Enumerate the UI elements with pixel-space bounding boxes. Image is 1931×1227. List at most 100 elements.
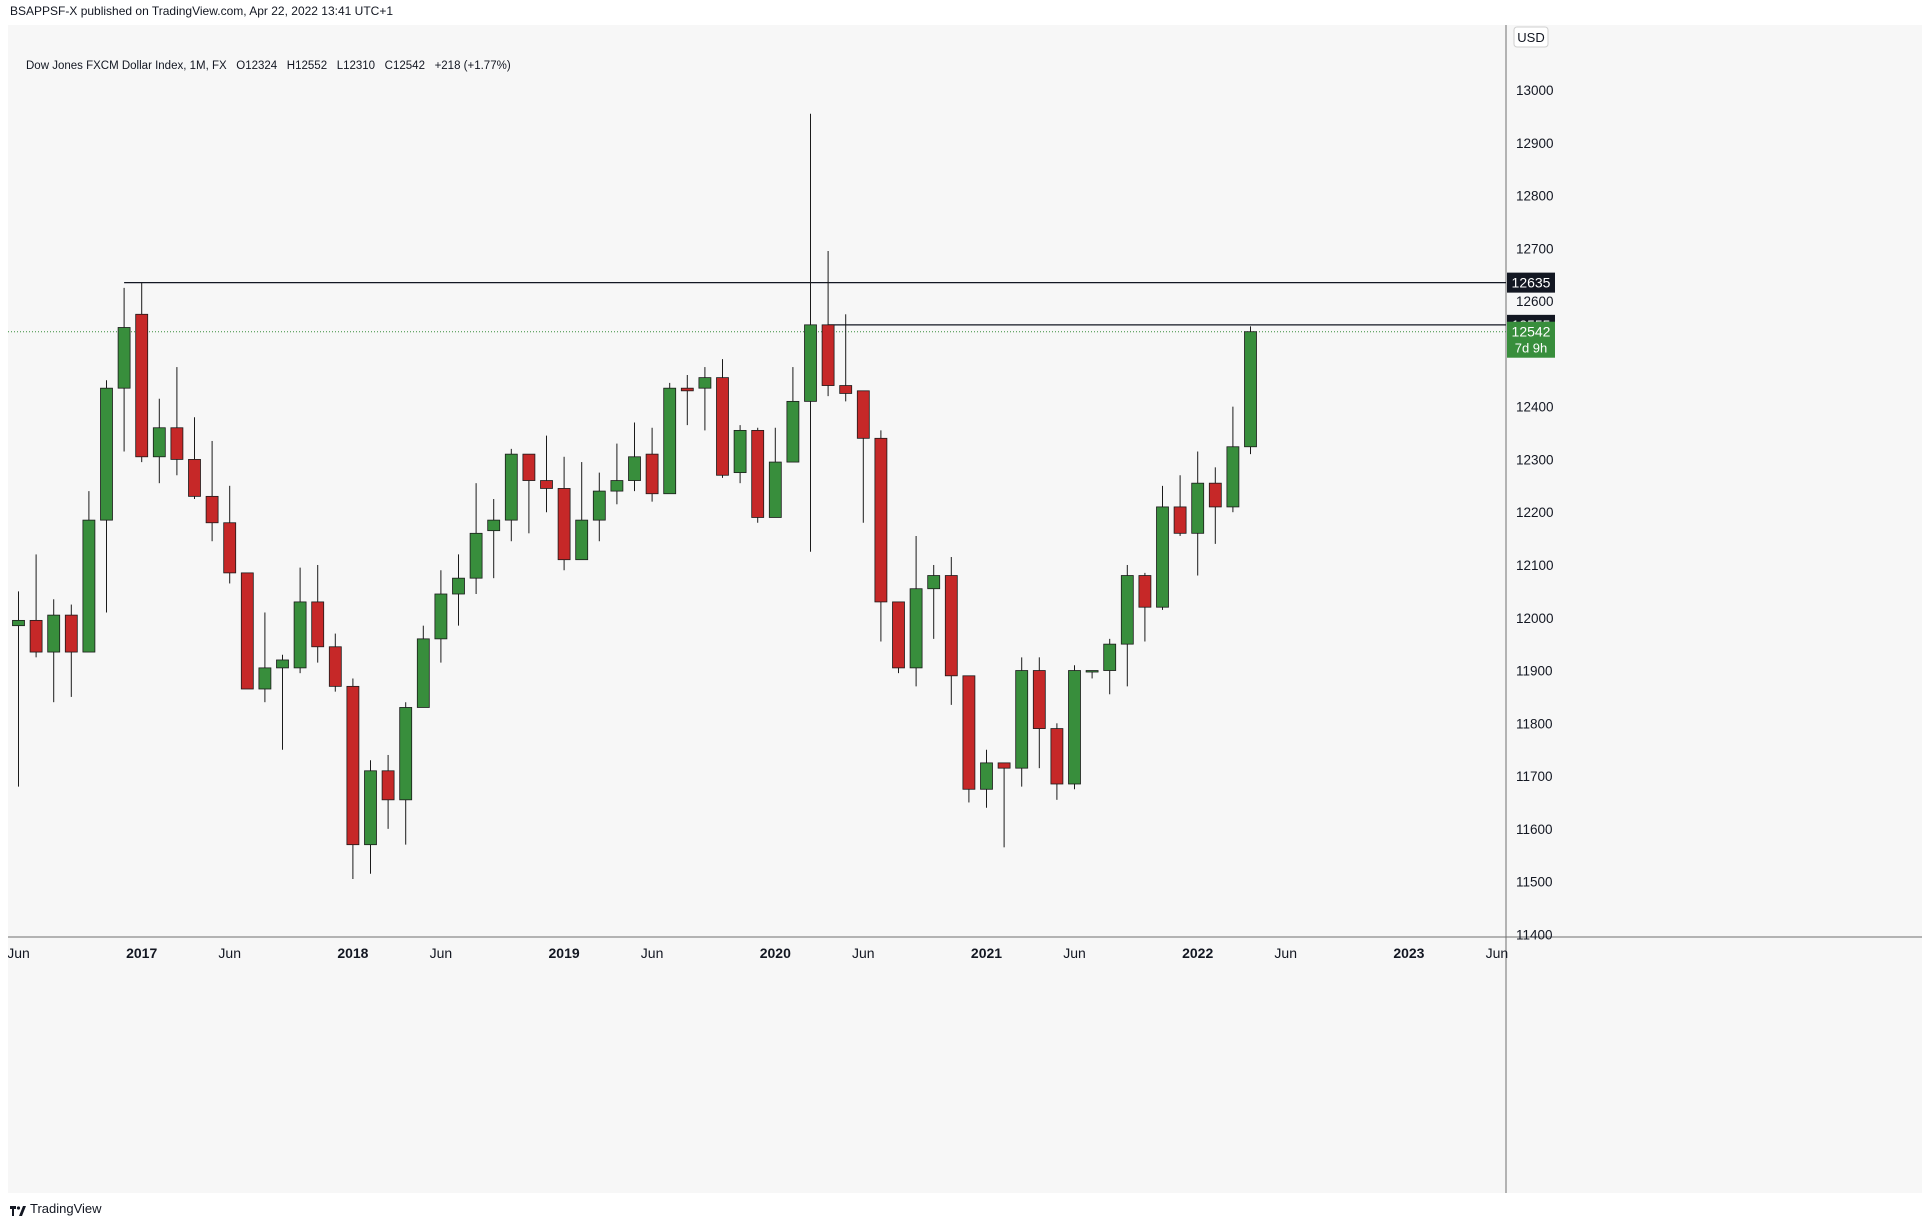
candle-body[interactable]	[416, 638, 430, 708]
candle-body[interactable]	[1120, 575, 1134, 645]
candle-body[interactable]	[645, 453, 659, 495]
candle-body[interactable]	[716, 377, 729, 476]
candle-body[interactable]	[293, 601, 307, 669]
candle-body[interactable]	[64, 614, 78, 653]
candle-body[interactable]	[1103, 643, 1117, 671]
candle-body[interactable]	[927, 575, 941, 590]
candle-body[interactable]	[698, 377, 712, 389]
candle-body[interactable]	[47, 614, 61, 653]
candle-body[interactable]	[821, 324, 835, 386]
candle-body[interactable]	[557, 488, 571, 561]
candle-body[interactable]	[1068, 670, 1081, 785]
candle-body[interactable]	[469, 532, 483, 579]
candle-body[interactable]	[504, 453, 518, 521]
candle-body[interactable]	[804, 324, 817, 402]
candle-body[interactable]	[381, 770, 395, 801]
candle-body[interactable]	[874, 437, 888, 603]
chart-frame[interactable]: USD 11400 11500 11600 11700 11800 11900 12000 12…	[8, 25, 1922, 1193]
candle-body[interactable]	[364, 770, 377, 846]
candle-body[interactable]	[1244, 331, 1257, 448]
candle-body[interactable]	[540, 480, 553, 489]
level-price-tag	[1507, 272, 1555, 293]
x-tick-label: Jun	[8, 945, 30, 961]
x-tick-label: 2023	[1393, 945, 1424, 961]
candle-body[interactable]	[328, 646, 342, 687]
candle-body[interactable]	[1226, 446, 1240, 508]
candle-body[interactable]	[240, 572, 254, 690]
x-tick-label: 2022	[1182, 945, 1213, 961]
x-tick-label: 2020	[760, 945, 791, 961]
candle-body[interactable]	[117, 327, 131, 389]
candle-body[interactable]	[1015, 670, 1029, 769]
candle-body[interactable]	[522, 453, 536, 481]
candle-body[interactable]	[1191, 482, 1205, 534]
candle-body[interactable]	[1156, 506, 1169, 608]
x-tick-label: Jun	[218, 945, 241, 961]
y-tick-label: 12800	[1516, 189, 1554, 204]
y-tick-label: 12400	[1516, 400, 1554, 415]
candle-body[interactable]	[628, 456, 641, 481]
candle-body[interactable]	[1050, 728, 1064, 785]
x-tick-label: Jun	[641, 945, 664, 961]
candle-body[interactable]	[1208, 482, 1222, 508]
x-tick-label: 2019	[549, 945, 580, 961]
candle-body[interactable]	[980, 762, 993, 790]
candle-body[interactable]	[346, 685, 360, 846]
y-tick-label: 12300	[1516, 452, 1554, 467]
candle-body[interactable]	[29, 619, 43, 653]
candle-body[interactable]	[205, 495, 219, 524]
candle-body[interactable]	[223, 522, 237, 574]
candle-body[interactable]	[188, 459, 201, 497]
candle-body[interactable]	[997, 762, 1011, 769]
y-tick-label: 11600	[1516, 822, 1553, 837]
candle-body[interactable]	[1032, 670, 1046, 729]
candle-body[interactable]	[1138, 575, 1152, 608]
candle-body[interactable]	[487, 519, 501, 532]
candle-body[interactable]	[610, 480, 624, 492]
y-tick-label: 11700	[1516, 769, 1553, 784]
x-tick-label: Jun	[1063, 945, 1086, 961]
candle-body[interactable]	[276, 659, 289, 669]
legend-high: 12552	[295, 60, 328, 72]
candle-body[interactable]	[663, 387, 677, 495]
candle-body[interactable]	[258, 667, 272, 690]
candle-body[interactable]	[856, 390, 870, 439]
candle-body[interactable]	[12, 619, 25, 627]
candle-body[interactable]	[311, 601, 325, 648]
x-tick-label: Jun	[430, 945, 453, 961]
footer-brand: TradingView	[30, 1201, 102, 1216]
candle-body[interactable]	[399, 707, 413, 801]
currency-box[interactable]	[1513, 26, 1549, 48]
candle-body[interactable]	[1085, 670, 1099, 673]
published-line: BSAPPSF-X published on TradingView.com, …	[10, 4, 394, 18]
candle-body[interactable]	[575, 519, 589, 561]
candle-body[interactable]	[1173, 506, 1187, 534]
candle-body[interactable]	[892, 601, 905, 669]
y-tick-label: 12900	[1516, 136, 1554, 151]
legend-open: 12324	[245, 60, 278, 72]
candle-body[interactable]	[100, 387, 113, 521]
x-tick-label: 2018	[337, 945, 368, 961]
candle-body[interactable]	[751, 429, 765, 518]
candle-body[interactable]	[434, 593, 448, 640]
footer: TradingView	[10, 1201, 102, 1216]
candlestick-chart[interactable]: USD 11400 11500 11600 11700 11800 11900 12000 12…	[8, 25, 1922, 1193]
x-tick-label: Jun	[1486, 945, 1509, 961]
x-tick-label: 2017	[126, 945, 157, 961]
candle-body[interactable]	[962, 675, 976, 790]
candle-body[interactable]	[786, 400, 800, 463]
candle-body[interactable]	[82, 519, 96, 653]
candle-body[interactable]	[733, 429, 747, 474]
countdown-label: 7d 9h	[1515, 341, 1548, 356]
candle-body[interactable]	[452, 577, 465, 595]
candle-body[interactable]	[768, 461, 782, 518]
candle-body[interactable]	[135, 313, 149, 458]
candle-body[interactable]	[592, 490, 606, 521]
candle-body[interactable]	[839, 385, 853, 394]
candle-body[interactable]	[152, 427, 166, 458]
candle-body[interactable]	[680, 387, 694, 392]
candle-body[interactable]	[170, 427, 184, 460]
candle-body[interactable]	[909, 588, 923, 669]
x-tick-label: Jun	[1274, 945, 1297, 961]
candle-body[interactable]	[944, 575, 958, 677]
